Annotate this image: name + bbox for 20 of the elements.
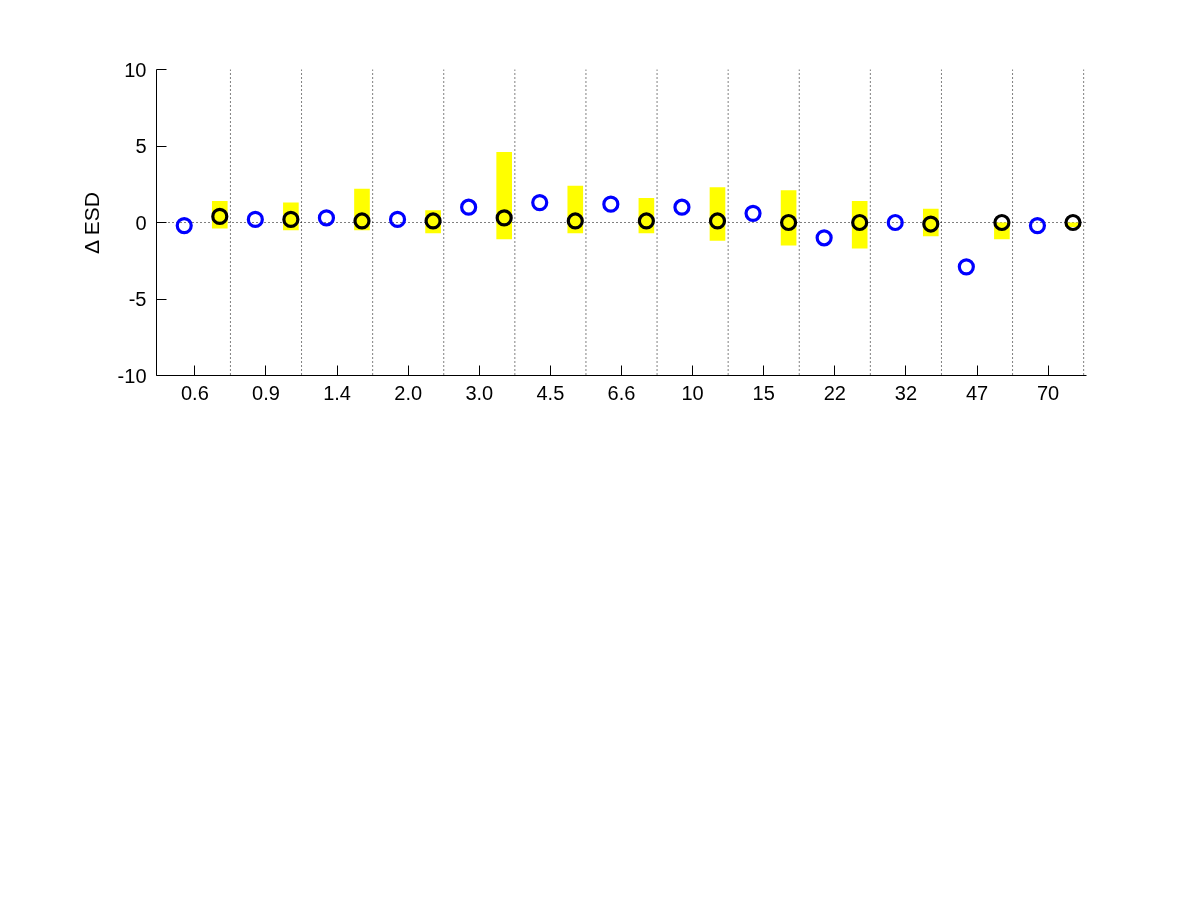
x-tick-label: 3.0 — [465, 381, 494, 404]
x-tick-label: 10 — [681, 381, 704, 404]
x-tick-label: 4.5 — [536, 381, 565, 404]
y-tick-label: 5 — [135, 135, 147, 157]
x-tick-label: 0.9 — [252, 381, 280, 404]
x-tick-label: 70 — [1036, 381, 1060, 404]
y-tick-label: 10 — [124, 58, 147, 81]
y-axis-title: Δ ESD — [79, 192, 103, 255]
y-tick-label: -10 — [117, 364, 147, 387]
x-tick-label: 2.0 — [394, 381, 423, 404]
y-tick-label: -5 — [128, 288, 147, 310]
bar — [496, 152, 512, 240]
x-tick-label: 15 — [752, 381, 775, 404]
y-tick-label: 0 — [135, 211, 147, 234]
x-tick-label: 6.6 — [607, 381, 636, 404]
x-tick-label: 0.6 — [180, 381, 209, 404]
x-tick-label: 1.4 — [323, 381, 352, 404]
x-tick-label: 47 — [965, 381, 989, 404]
x-tick-label: 22 — [823, 381, 846, 404]
x-tick-label: 32 — [894, 381, 918, 404]
